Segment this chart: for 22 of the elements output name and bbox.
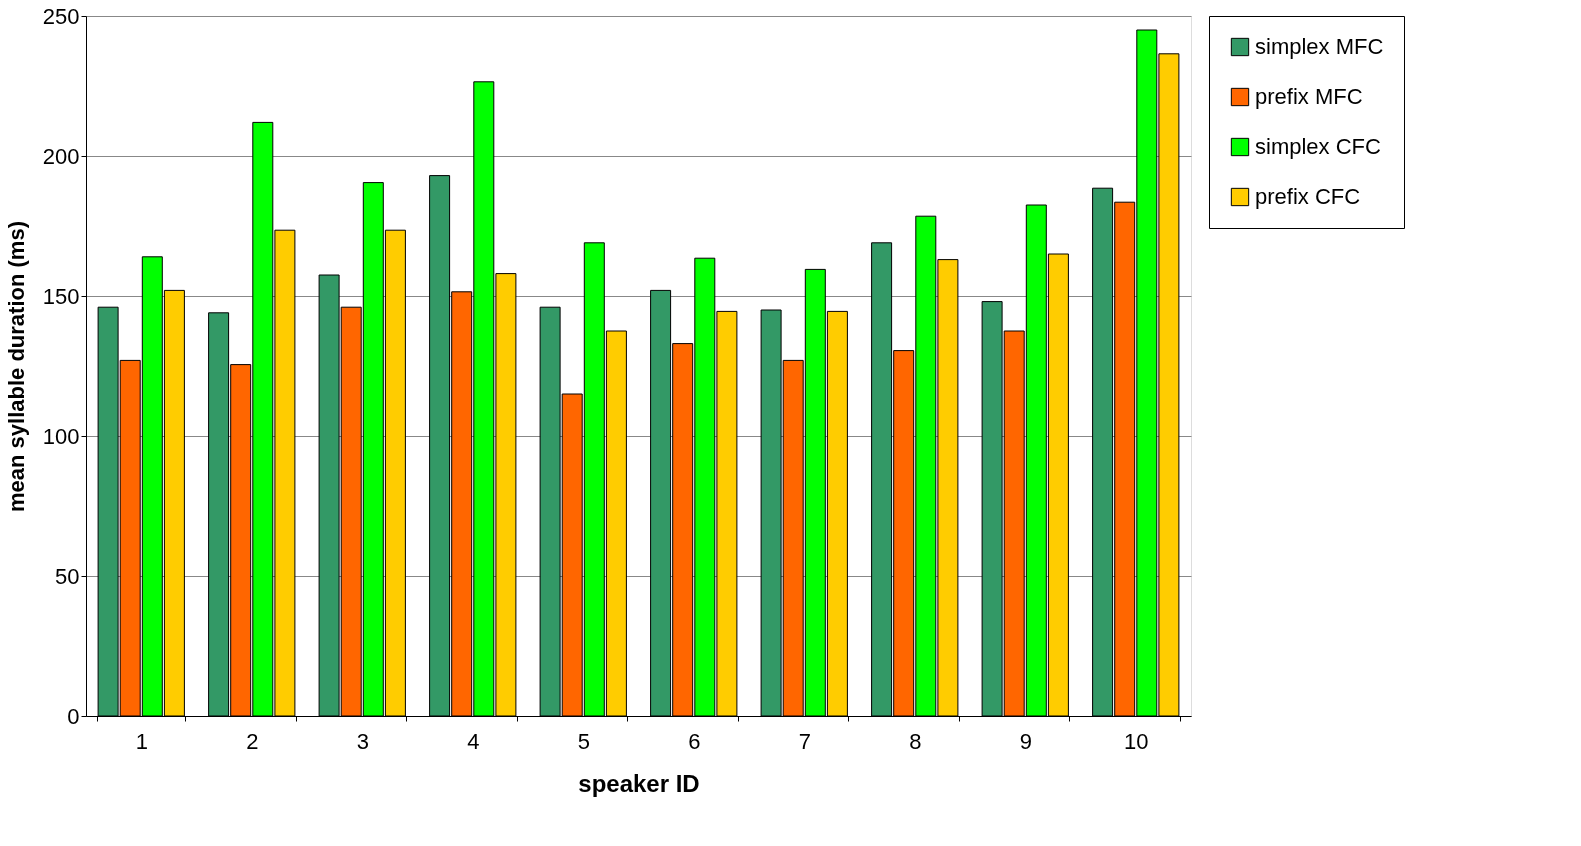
x-tick-label: 3 — [356, 728, 369, 754]
x-tick-label: 1 — [135, 728, 148, 754]
y-tick-label: 200 — [42, 143, 80, 169]
x-tick-label: 4 — [467, 728, 480, 754]
legend-label: simplex MFC — [1255, 34, 1384, 59]
y-tick-label: 100 — [42, 423, 80, 449]
y-tick-label: 50 — [55, 563, 80, 589]
y-tick-label: 0 — [67, 703, 80, 729]
y-tick-label: 150 — [42, 283, 80, 309]
x-tick-label: 5 — [577, 728, 590, 754]
x-tick-label: 2 — [246, 728, 259, 754]
x-tick-label: 9 — [1019, 728, 1032, 754]
x-tick-label: 8 — [909, 728, 922, 754]
legend-label: prefix MFC — [1255, 84, 1363, 109]
x-axis-title: speaker ID — [578, 769, 700, 797]
x-tick-label: 6 — [688, 728, 701, 754]
y-axis-title: mean syllable duration (ms) — [3, 221, 29, 512]
x-tick-label: 10 — [1124, 728, 1149, 754]
legend-label: prefix CFC — [1255, 184, 1361, 209]
legend-label: simplex CFC — [1255, 134, 1382, 159]
x-tick-label: 7 — [798, 728, 811, 754]
y-tick-label: 250 — [42, 3, 80, 29]
